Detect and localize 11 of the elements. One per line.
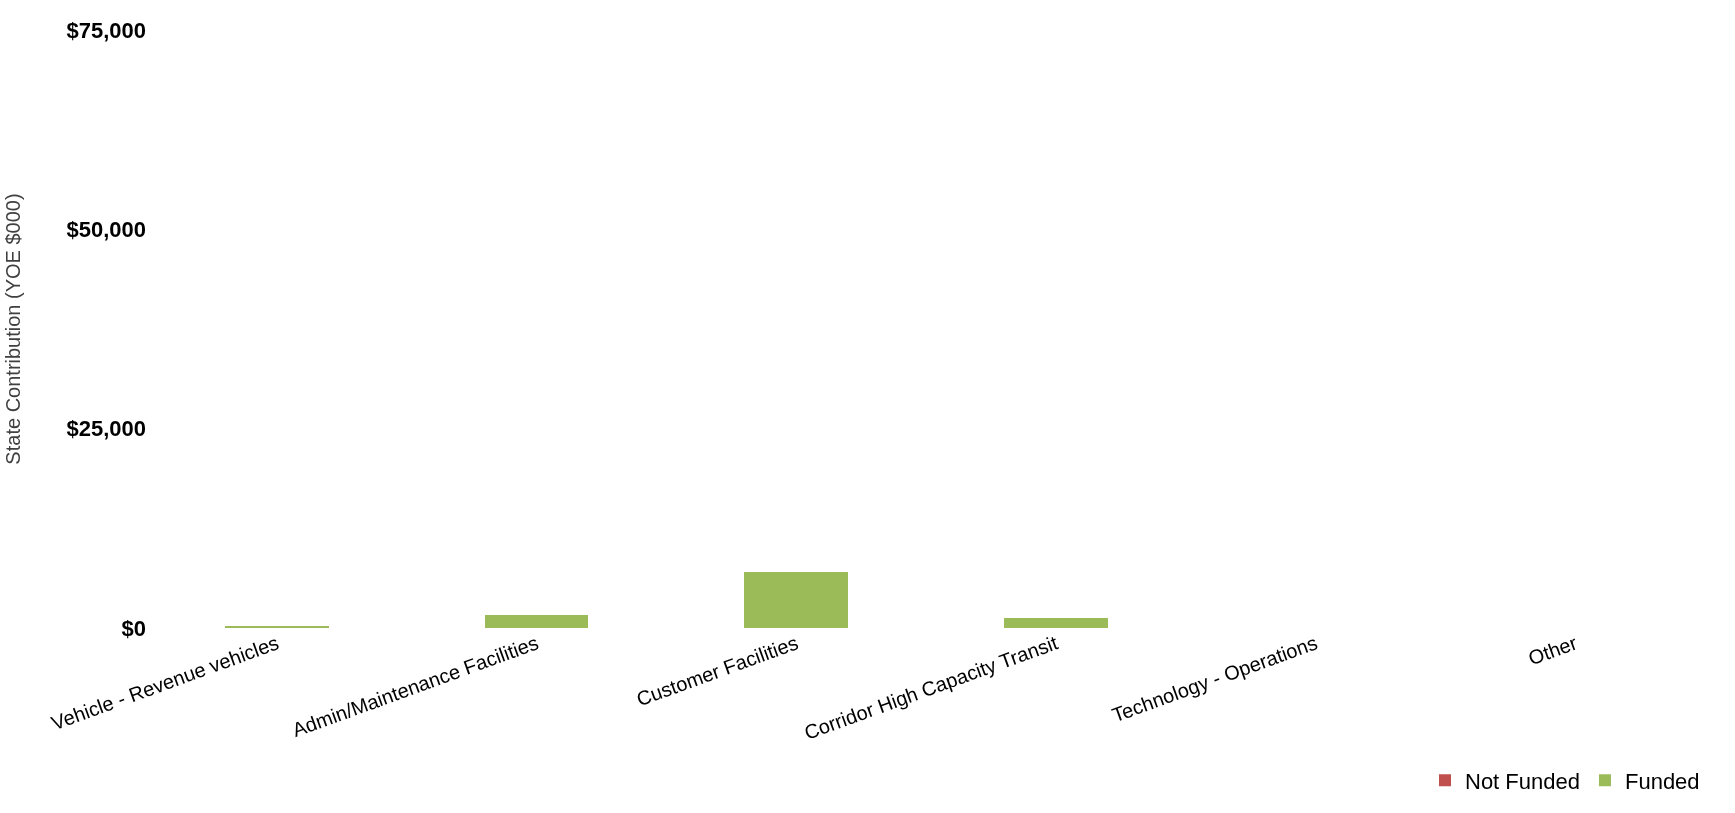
y-axis-title: State Contribution (YOE $000) [1,193,24,465]
bar [1003,618,1108,628]
x-tick-label: Other [1525,631,1581,670]
y-tick-label: $0 [121,615,146,641]
bar [744,572,849,628]
legend-label: Funded [1624,768,1700,794]
y-tick-label: $50,000 [66,217,146,243]
bar [484,615,589,628]
legend-label: Not Funded [1465,768,1580,794]
y-tick-label: $75,000 [66,17,146,43]
y-tick-label: $25,000 [66,416,146,442]
